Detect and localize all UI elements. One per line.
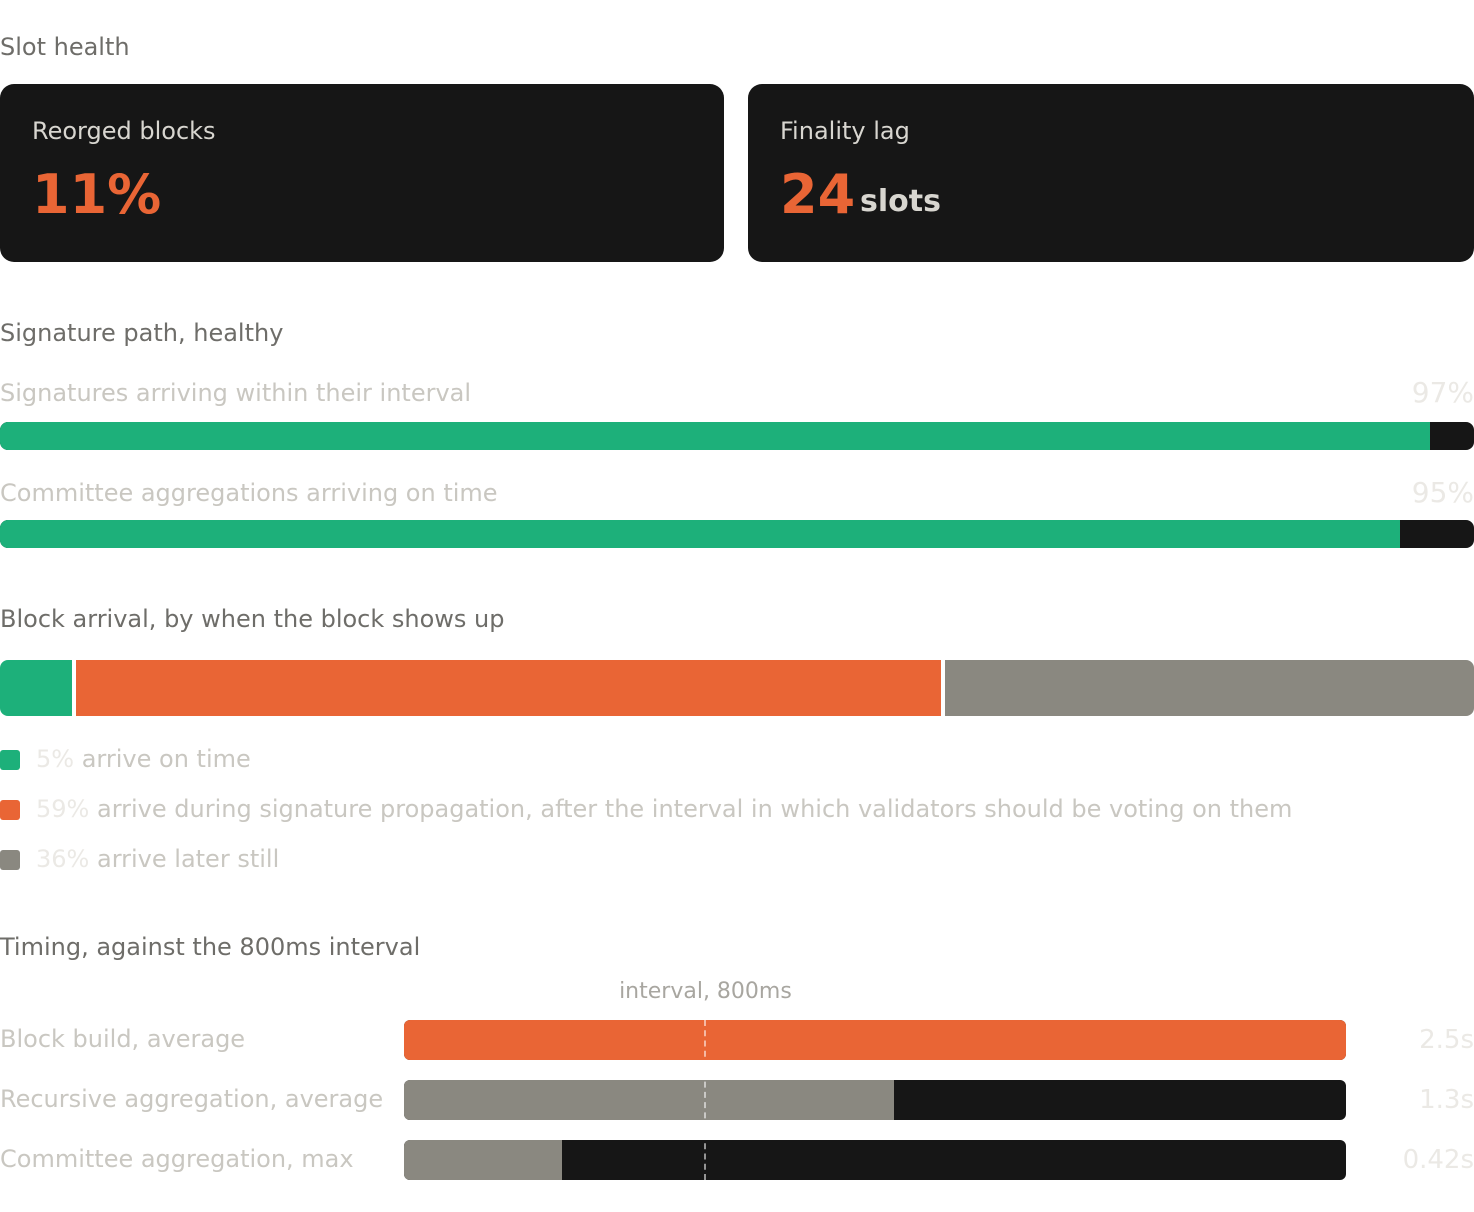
row-label: Recursive aggregation, average bbox=[0, 1084, 384, 1113]
card-label: Finality lag bbox=[780, 116, 910, 145]
legend-value: 5% bbox=[36, 744, 75, 773]
legend-entry: 5% arrive on time bbox=[36, 745, 251, 774]
bar-fill bbox=[404, 1080, 894, 1120]
stat-card: Finality lag 24 slots bbox=[748, 84, 1474, 262]
bar-track bbox=[404, 1140, 1346, 1180]
card-value: 24 bbox=[780, 162, 856, 226]
bar-segment bbox=[75, 660, 942, 716]
stacked-bar bbox=[0, 660, 1474, 716]
section-title: Timing, against the 800ms interval bbox=[0, 932, 421, 961]
section-title: Slot health bbox=[0, 32, 130, 61]
legend-entry: 36% arrive later still bbox=[36, 845, 279, 874]
bar-fill bbox=[0, 422, 1430, 450]
bar-segment bbox=[945, 660, 1474, 716]
bar-segment bbox=[0, 660, 72, 716]
bar-track bbox=[404, 1020, 1346, 1060]
card-value: 11% bbox=[32, 162, 162, 226]
legend-swatch bbox=[0, 800, 20, 820]
bar-track bbox=[0, 422, 1474, 450]
card-unit: slots bbox=[860, 184, 941, 219]
card-label: Reorged blocks bbox=[32, 116, 216, 145]
marker-line bbox=[704, 1020, 707, 1180]
row-value-label: 1.3s bbox=[1419, 1085, 1474, 1116]
row-value-label: 0.42s bbox=[1402, 1145, 1474, 1176]
bar-fill bbox=[404, 1020, 1346, 1060]
bar-fill bbox=[0, 520, 1401, 548]
bar-fill bbox=[404, 1140, 563, 1180]
legend-label: arrive on time bbox=[81, 744, 251, 773]
marker-label: interval, 800ms bbox=[619, 978, 792, 1004]
legend-label: arrive during signature propagation, aft… bbox=[96, 794, 1293, 823]
row-value-label: 2.5s bbox=[1419, 1025, 1474, 1056]
legend-swatch bbox=[0, 750, 20, 770]
legend-value: 36% bbox=[36, 844, 90, 873]
bar-label: Signatures arriving within their interva… bbox=[0, 378, 472, 407]
bar-label: Committee aggregations arriving on time bbox=[0, 478, 498, 507]
stat-card: Reorged blocks 11% bbox=[0, 84, 724, 262]
row-label: Block build, average bbox=[0, 1024, 246, 1053]
row-label: Committee aggregation, max bbox=[0, 1144, 354, 1173]
legend-value: 59% bbox=[36, 794, 90, 823]
bar-value-label: 97% bbox=[1411, 376, 1474, 410]
legend-label: arrive later still bbox=[96, 844, 280, 873]
section-title: Signature path, healthy bbox=[0, 318, 284, 347]
bar-track bbox=[0, 520, 1474, 548]
bar-track bbox=[404, 1080, 1346, 1120]
bar-value-label: 95% bbox=[1411, 476, 1474, 510]
section-title: Block arrival, by when the block shows u… bbox=[0, 604, 505, 633]
legend-swatch bbox=[0, 850, 20, 870]
legend-entry: 59% arrive during signature propagation,… bbox=[36, 795, 1292, 824]
